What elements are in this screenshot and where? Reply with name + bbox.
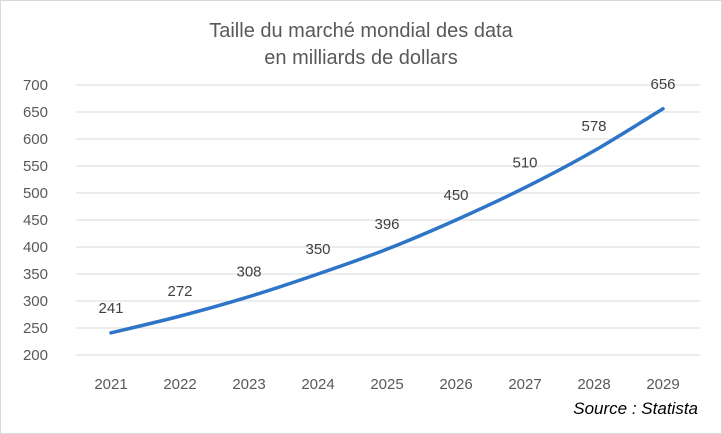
source-note: Source : Statista — [573, 399, 698, 418]
data-label: 272 — [167, 283, 192, 300]
y-tick-label: 250 — [23, 320, 48, 337]
data-label: 450 — [443, 187, 468, 204]
data-label: 241 — [98, 300, 123, 317]
x-axis-tick-labels: 2021 2022 2023 2024 2025 2026 2027 2028 2029 — [94, 376, 679, 393]
y-tick-label: 600 — [23, 131, 48, 148]
x-tick-label: 2024 — [301, 376, 334, 393]
x-tick-label: 2023 — [232, 376, 265, 393]
data-label: 578 — [581, 118, 606, 135]
y-tick-label: 200 — [23, 347, 48, 364]
gridlines — [76, 84, 700, 356]
data-label: 396 — [374, 216, 399, 233]
data-label: 308 — [236, 264, 261, 281]
y-tick-label: 500 — [23, 185, 48, 202]
chart-title: Taille du marché mondial des data en mil… — [0, 18, 722, 72]
y-axis-tick-labels: 700 650 600 550 500 450 400 350 300 250 200 — [23, 77, 48, 364]
y-tick-label: 650 — [23, 104, 48, 121]
chart-title-line-2: en milliards de dollars — [264, 47, 458, 69]
x-tick-label: 2021 — [94, 376, 127, 393]
y-tick-label: 400 — [23, 239, 48, 256]
x-tick-label: 2028 — [577, 376, 610, 393]
data-label: 350 — [305, 241, 330, 258]
y-tick-label: 450 — [23, 212, 48, 229]
x-tick-label: 2026 — [439, 376, 472, 393]
x-tick-label: 2022 — [163, 376, 196, 393]
chart-title-line-1: Taille du marché mondial des data — [209, 20, 513, 42]
series-layer — [109, 107, 665, 335]
x-tick-label: 2029 — [646, 376, 679, 393]
x-tick-label: 2025 — [370, 376, 403, 393]
y-tick-label: 350 — [23, 266, 48, 283]
series-line — [109, 107, 665, 335]
y-tick-label: 550 — [23, 158, 48, 175]
data-labels: 241 272 308 350 396 450 510 578 656 — [98, 76, 675, 317]
data-label: 510 — [512, 155, 537, 172]
data-label: 656 — [650, 76, 675, 93]
y-tick-label: 300 — [23, 293, 48, 310]
x-tick-label: 2027 — [508, 376, 541, 393]
y-tick-label: 700 — [23, 77, 48, 94]
